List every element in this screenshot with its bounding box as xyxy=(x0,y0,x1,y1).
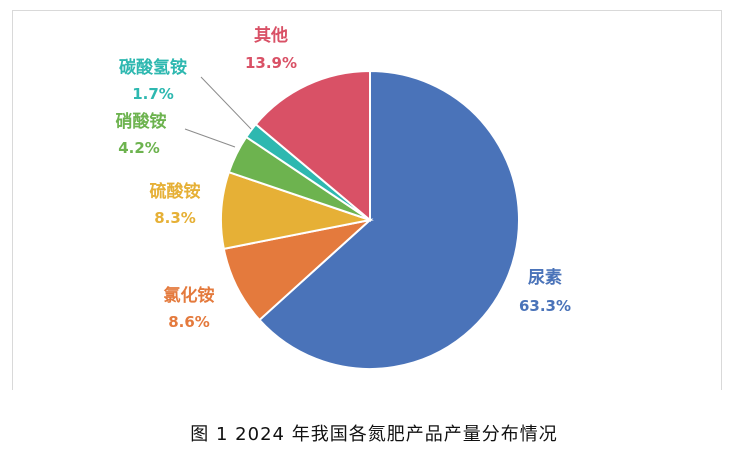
slice-percent-label: 8.6% xyxy=(168,313,210,331)
slice-percent-label: 8.3% xyxy=(154,209,196,227)
slice-percent-label: 13.9% xyxy=(245,54,297,72)
pie-slice xyxy=(258,69,520,370)
slice-label: 其他 xyxy=(254,25,288,46)
slice-label: 氯化铵 xyxy=(164,285,215,306)
slice-label: 硫酸铵 xyxy=(150,181,201,202)
pie-slice xyxy=(254,69,371,223)
slice-percent-label: 1.7% xyxy=(132,85,174,103)
chart-frame: 尿素 63.3% 氯化铵 8.6% 硫酸铵 8.3% 硝酸铵 4.2% 碳酸氢铵 1.7% 其他 13… xyxy=(12,10,722,390)
leader-line xyxy=(200,76,252,130)
slice-percent-label: 63.3% xyxy=(519,297,571,315)
slice-label: 碳酸氢铵 xyxy=(119,57,187,78)
leader-line xyxy=(184,128,236,148)
slice-percent-label: 4.2% xyxy=(118,139,160,157)
pie-chart: 尿素 63.3% 氯化铵 8.6% 硫酸铵 8.3% 硝酸铵 4.2% 碳酸氢铵 1.7% 其他 13… xyxy=(116,25,571,370)
slice-label: 尿素 xyxy=(528,268,562,288)
figure-caption: 图 1 2024 年我国各氮肥产品产量分布情况 xyxy=(190,424,558,445)
slice-label: 硝酸铵 xyxy=(116,111,167,132)
